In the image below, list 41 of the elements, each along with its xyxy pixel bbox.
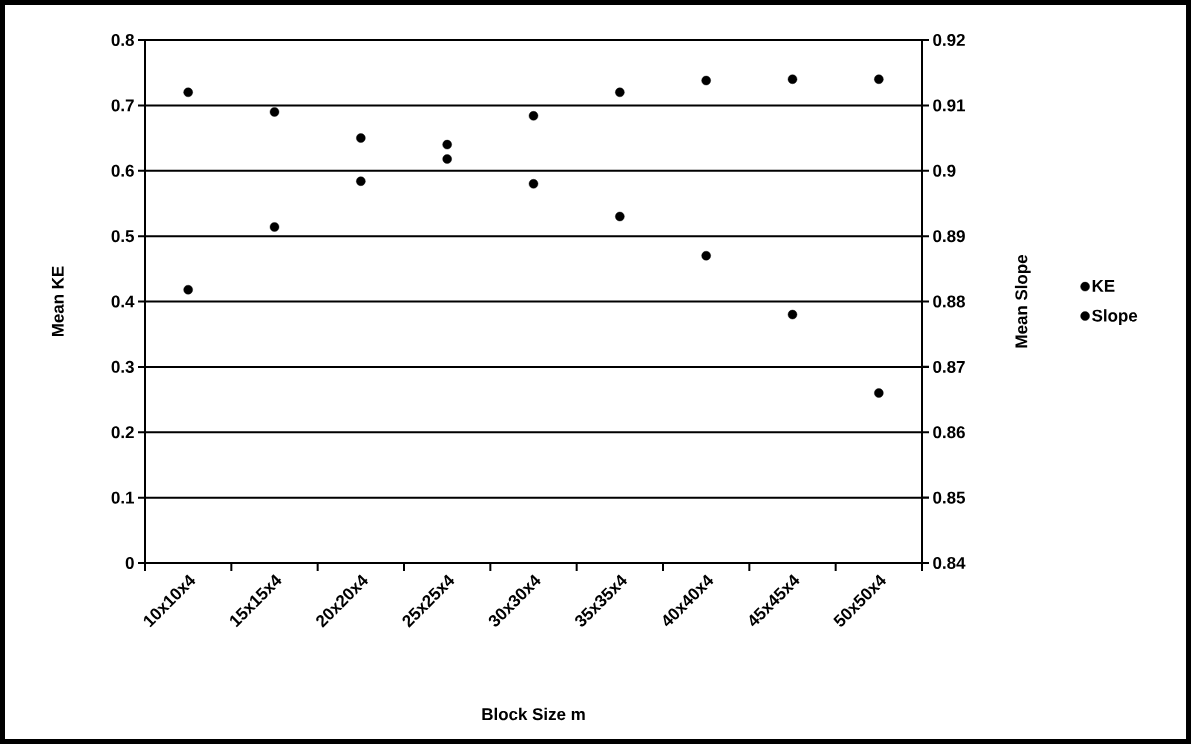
- y2-tick-label: 0.91: [933, 99, 966, 112]
- point: [183, 285, 193, 295]
- y2-tick-label: 0.87: [933, 360, 965, 373]
- y2-tick-label: 0.89: [933, 230, 965, 243]
- y2-tick-label: 0.84: [933, 557, 966, 569]
- point: [269, 222, 280, 232]
- y2-tick-label: 0.9: [933, 164, 956, 177]
- point: [701, 75, 711, 86]
- y-tick-label: 0.8: [111, 34, 134, 46]
- point: [874, 388, 884, 398]
- point: [442, 139, 452, 150]
- y-tick-label: 0.6: [111, 164, 134, 177]
- y-tick-label: 0.3: [111, 360, 134, 373]
- point: [787, 309, 798, 320]
- y2-tick-label: 0.88: [933, 295, 965, 308]
- y2-tick-label: 0.92: [933, 34, 965, 46]
- point: [528, 179, 539, 189]
- y-tick-label: 0.7: [111, 99, 134, 112]
- point: [874, 74, 884, 84]
- y-tick-label: 0.2: [111, 426, 134, 439]
- y-axis-title: Mean KE: [51, 266, 64, 337]
- point: [356, 176, 366, 186]
- y2-tick-label: 0.85: [933, 491, 966, 504]
- y-tick-label: 0.1: [111, 491, 135, 504]
- point: [183, 87, 193, 97]
- point: [787, 74, 798, 84]
- point: [442, 154, 452, 164]
- legend-label: KE: [1092, 280, 1115, 292]
- x-axis-title: Block Size m: [482, 707, 585, 721]
- point: [269, 107, 280, 117]
- y-tick-label: 0: [125, 557, 134, 569]
- y-tick-label: 0.4: [111, 295, 135, 308]
- point: [701, 251, 711, 261]
- point: [528, 111, 539, 121]
- point: [356, 133, 366, 143]
- point: [615, 87, 625, 97]
- y2-axis-title: Mean Slope: [1014, 255, 1031, 348]
- y2-tick-label: 0.86: [933, 426, 965, 439]
- legend-label: Slope: [1092, 309, 1138, 325]
- y-tick-label: 0.5: [111, 230, 135, 243]
- point: [615, 211, 625, 222]
